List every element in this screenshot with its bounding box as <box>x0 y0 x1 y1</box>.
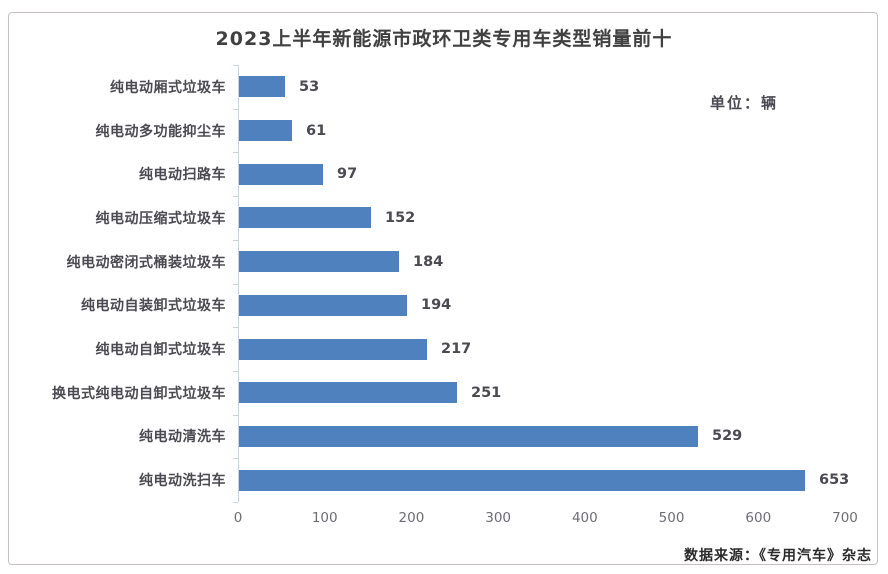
x-axis-tick-label: 200 <box>398 510 425 526</box>
chart-row: 换电式纯电动自卸式垃圾车 251 <box>0 371 888 415</box>
bar-value-label: 152 <box>385 209 416 226</box>
category-axis-tick <box>233 370 238 372</box>
bar-value-label: 184 <box>413 253 444 270</box>
category-label: 纯电动扫路车 <box>139 167 226 184</box>
category-axis-tick <box>233 108 238 110</box>
bar-value-label: 653 <box>819 472 850 489</box>
x-axis-tick-label: 500 <box>658 510 685 526</box>
bar <box>239 338 427 360</box>
bar-value-label: 61 <box>306 122 327 139</box>
chart-row: 纯电动压缩式垃圾车 152 <box>0 196 888 240</box>
category-label: 纯电动自卸式垃圾车 <box>95 342 226 359</box>
data-source-label: 数据来源：《专用汽车》杂志 <box>684 548 872 564</box>
bar <box>239 294 407 316</box>
category-axis-tick <box>233 414 238 416</box>
category-label: 纯电动压缩式垃圾车 <box>95 210 226 227</box>
bar-value-label: 97 <box>337 166 358 183</box>
bar <box>239 120 292 142</box>
x-axis-tick-label: 700 <box>832 510 858 526</box>
plot-area: 纯电动厢式垃圾车 53 纯电动多功能抑尘车 61 纯电动扫路车 97 纯电动压缩式垃圾车 15… <box>0 65 888 503</box>
chart-title: 2023上半年新能源市政环卫类专用车类型销量前十 <box>215 28 673 50</box>
chart-row: 纯电动洗扫车 653 <box>0 458 888 502</box>
bar-value-label: 251 <box>471 384 502 401</box>
bar-value-label: 194 <box>421 297 452 314</box>
chart-row: 纯电动自装卸式垃圾车 194 <box>0 284 888 328</box>
bar <box>239 207 371 229</box>
bar-value-label: 529 <box>712 428 743 445</box>
x-axis: 0 100 200 300 400 500 600 700 <box>0 510 888 532</box>
chart-row: 纯电动自卸式垃圾车 217 <box>0 327 888 371</box>
x-axis-tick-label: 600 <box>745 510 772 526</box>
bar <box>239 251 399 273</box>
category-axis-tick <box>233 196 238 198</box>
category-axis-tick <box>233 502 238 503</box>
chart-row: 纯电动清洗车 529 <box>0 415 888 459</box>
x-axis-tick-label: 400 <box>571 510 598 526</box>
category-label: 纯电动多功能抑尘车 <box>95 123 226 140</box>
bar <box>239 163 323 185</box>
bar <box>239 76 285 98</box>
category-label: 换电式纯电动自卸式垃圾车 <box>52 385 226 402</box>
x-axis-tick-label: 300 <box>485 510 512 526</box>
bar-value-label: 53 <box>299 78 320 95</box>
bar <box>239 425 698 447</box>
unit-label: 单位：辆 <box>710 94 779 112</box>
category-axis-tick <box>233 65 238 66</box>
x-axis-tick-label: 0 <box>233 510 243 526</box>
category-axis-tick <box>233 239 238 241</box>
bar-value-label: 217 <box>441 341 472 358</box>
bar <box>239 469 805 491</box>
category-label: 纯电动洗扫车 <box>139 473 226 490</box>
category-label: 纯电动清洗车 <box>139 429 226 446</box>
category-axis-tick <box>233 152 238 154</box>
chart-row: 纯电动扫路车 97 <box>0 152 888 196</box>
bar <box>239 382 457 404</box>
category-label: 纯电动密闭式桶装垃圾车 <box>66 254 226 271</box>
chart-row: 纯电动厢式垃圾车 53 <box>0 65 888 109</box>
chart-row: 纯电动多功能抑尘车 61 <box>0 109 888 153</box>
category-axis-tick <box>233 283 238 285</box>
chart-row: 纯电动密闭式桶装垃圾车 184 <box>0 240 888 284</box>
x-axis-tick-label: 100 <box>311 510 338 526</box>
category-axis-tick <box>233 327 238 329</box>
category-axis-line <box>238 65 239 502</box>
category-label: 纯电动自装卸式垃圾车 <box>81 298 226 315</box>
category-axis-tick <box>233 458 238 460</box>
category-label: 纯电动厢式垃圾车 <box>110 79 226 96</box>
